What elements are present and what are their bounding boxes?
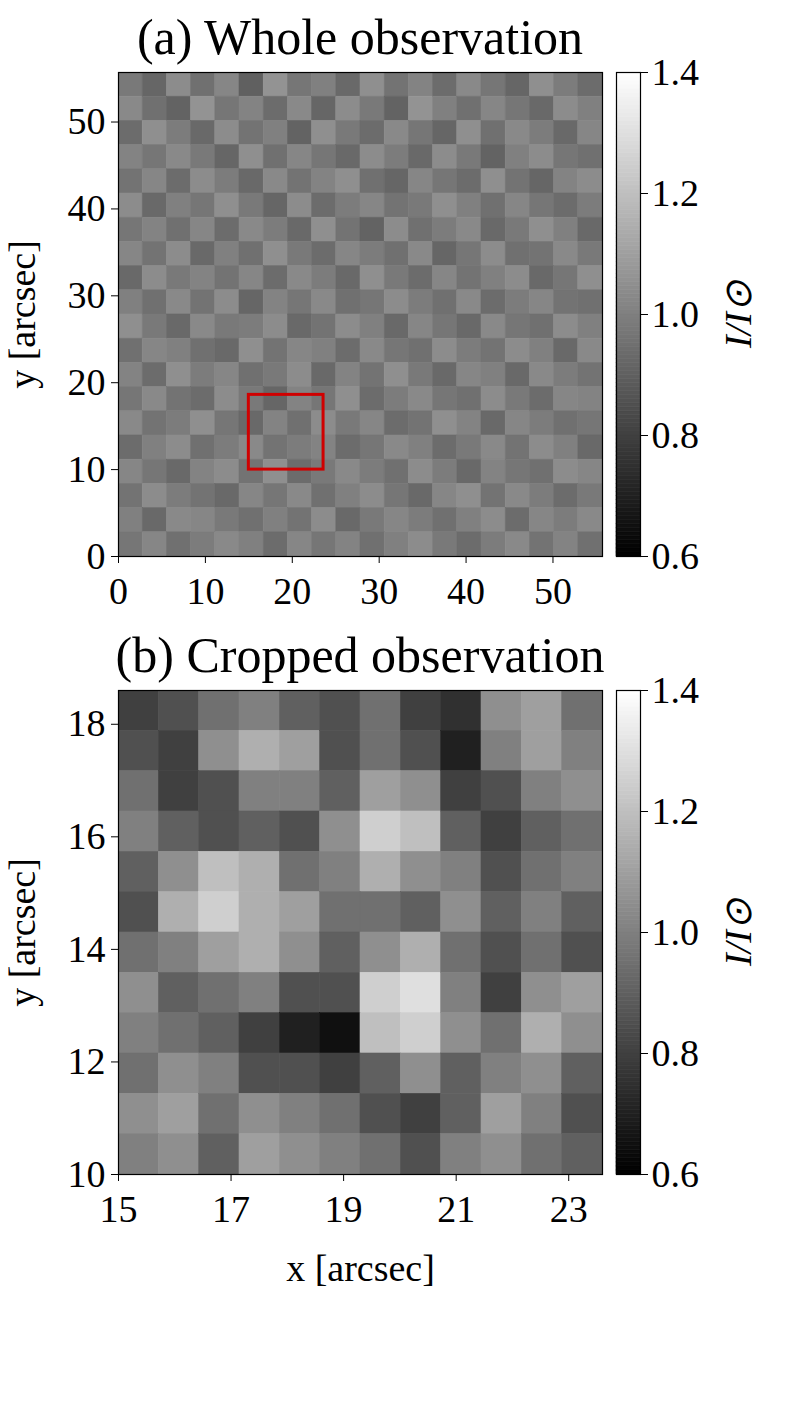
svg-text:0: 0 — [87, 535, 106, 577]
svg-text:18: 18 — [68, 702, 106, 744]
svg-text:x [arcsec]: x [arcsec] — [286, 1247, 435, 1289]
svg-text:50: 50 — [68, 100, 106, 142]
svg-text:21: 21 — [437, 1188, 475, 1230]
svg-text:1.0: 1.0 — [652, 293, 700, 335]
svg-text:1.2: 1.2 — [652, 790, 700, 832]
html-text:(a) Whole observation: (a) Whole observation — [136, 9, 584, 65]
svg-text:1.2: 1.2 — [652, 172, 700, 214]
svg-text:1.4: 1.4 — [652, 669, 700, 711]
svg-text:20: 20 — [273, 570, 311, 612]
svg-text:0.6: 0.6 — [652, 1153, 700, 1195]
svg-text:20: 20 — [68, 361, 106, 403]
svg-text:12: 12 — [68, 1040, 106, 1082]
svg-text:23: 23 — [550, 1188, 588, 1230]
svg-text:16: 16 — [68, 815, 106, 857]
svg-text:30: 30 — [360, 570, 398, 612]
html-text:(b) Cropped observation: (b) Cropped observation — [115, 627, 605, 683]
html-text:I/I⊙: I/I⊙ — [717, 898, 759, 966]
svg-text:y [arcsec]: y [arcsec] — [1, 858, 43, 1007]
svg-text:14: 14 — [68, 928, 106, 970]
svg-text:0: 0 — [109, 570, 128, 612]
svg-text:0.8: 0.8 — [652, 1032, 700, 1074]
svg-text:1.0: 1.0 — [652, 911, 700, 953]
html-text:I/I⊙: I/I⊙ — [717, 280, 759, 348]
svg-text:y [arcsec]: y [arcsec] — [1, 240, 43, 389]
svg-text:1.4: 1.4 — [652, 51, 700, 93]
svg-text:15: 15 — [100, 1188, 138, 1230]
svg-text:17: 17 — [212, 1188, 250, 1230]
svg-text:30: 30 — [68, 274, 106, 316]
svg-text:10: 10 — [186, 570, 224, 612]
svg-text:0.8: 0.8 — [652, 414, 700, 456]
svg-text:10: 10 — [68, 448, 106, 490]
svg-text:40: 40 — [447, 570, 485, 612]
svg-text:0.6: 0.6 — [652, 535, 700, 577]
svg-text:40: 40 — [68, 187, 106, 229]
svg-text:10: 10 — [67, 1152, 106, 1195]
svg-text:50: 50 — [534, 570, 572, 612]
svg-text:19: 19 — [325, 1188, 363, 1230]
